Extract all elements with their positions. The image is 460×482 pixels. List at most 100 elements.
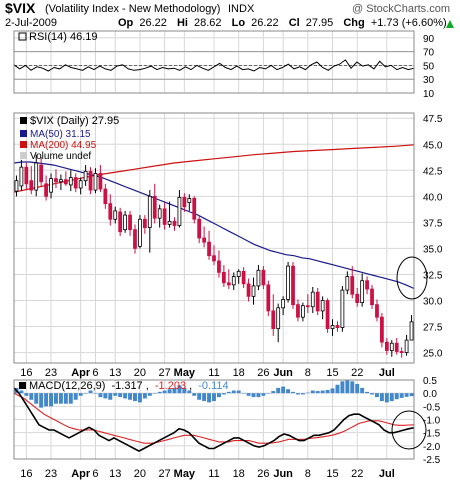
macd-histogram-bar xyxy=(58,393,63,404)
macd-histogram-bar xyxy=(44,393,49,407)
macd-histogram-bar xyxy=(384,393,389,403)
macd-histogram-bar xyxy=(24,393,29,396)
high-value: 28.62 xyxy=(194,17,222,29)
price-y-tick-label: 27.5 xyxy=(423,323,443,334)
rsi-y-tick-label: 30 xyxy=(423,75,435,86)
macd-histogram-bar xyxy=(374,393,379,398)
macd-histogram-bar xyxy=(54,393,58,404)
candle-body xyxy=(360,280,365,303)
low-label: Lo xyxy=(232,17,246,29)
candle-body xyxy=(207,241,211,257)
candle-body xyxy=(375,304,379,318)
price-y-tick-label: 25.0 xyxy=(423,349,443,360)
macd-histogram-bar xyxy=(39,393,44,408)
macd-histogram-bar xyxy=(360,387,365,394)
x-axis-middle-tick-label: 11 xyxy=(208,367,219,379)
macd-histogram-bar xyxy=(128,393,133,400)
macd-histogram-bar xyxy=(103,393,108,399)
macd-histogram-bar xyxy=(315,391,320,394)
macd-legend-value: -1.317 xyxy=(111,380,142,392)
macd-histogram-bar xyxy=(162,390,167,394)
x-axis-middle-tick-label: Jun xyxy=(273,367,293,379)
candle-body xyxy=(231,276,236,286)
x-axis-middle-tick-label: 18 xyxy=(233,367,245,379)
open-value: 26.22 xyxy=(139,17,167,29)
macd-histogram-bar xyxy=(256,393,261,398)
macd-histogram-bar xyxy=(147,393,152,396)
macd-histogram-bar xyxy=(216,393,221,398)
x-axis-middle-tick-label: 8 xyxy=(305,367,311,379)
candle-body xyxy=(335,325,340,328)
macd-legend-swatch xyxy=(19,382,26,389)
candle-body xyxy=(152,195,157,219)
candle-body xyxy=(291,265,295,306)
price-frame xyxy=(13,112,415,364)
candle-body xyxy=(78,180,83,189)
candle-body xyxy=(246,283,251,297)
macd-frame xyxy=(13,379,415,460)
candle-body xyxy=(138,218,142,247)
candle-body xyxy=(281,299,286,309)
macd-histogram-bar xyxy=(365,391,370,394)
macd-legend-comma2: , xyxy=(189,380,192,392)
watermark: @ StockCharts.com xyxy=(352,3,450,15)
candle-body xyxy=(98,173,103,190)
candle-body xyxy=(365,280,369,290)
price-legend-text: $VIX (Daily) 27.95 xyxy=(30,115,119,127)
macd-histogram-bar xyxy=(98,393,103,398)
candle-body xyxy=(296,304,300,318)
price-y-tick-label: 35.0 xyxy=(423,244,443,255)
macd-histogram-bar xyxy=(187,390,192,394)
x-axis-bottom-tick-label: 16 xyxy=(20,468,32,480)
ma50-legend-swatch xyxy=(20,130,27,137)
candle-body xyxy=(355,293,360,303)
x-axis-bottom-tick-label: 26 xyxy=(257,468,269,480)
macd-legend-comma1: , xyxy=(146,380,149,392)
x-axis-middle-tick-label: 16 xyxy=(20,367,32,379)
price-y-tick-label: 45.0 xyxy=(423,140,443,151)
candle-body xyxy=(182,196,187,208)
candle-body xyxy=(394,342,399,352)
macd-histogram-bar xyxy=(409,393,414,397)
candle-body xyxy=(63,179,68,185)
macd-histogram-bar xyxy=(113,393,118,396)
rsi-legend-swatch xyxy=(18,32,27,41)
x-axis-middle: 16 23 Apr 6 13 20 27 May 11 18 26 Jun 8 15 22 Jul xyxy=(20,367,395,379)
candle-body xyxy=(301,305,305,318)
macd-histogram-bar xyxy=(157,391,162,394)
candle-body xyxy=(276,307,281,330)
candle-body xyxy=(226,282,231,286)
candle-body xyxy=(266,284,271,312)
macd-histogram-bar xyxy=(300,393,305,395)
rsi-legend-text: RSI(14) 46.19 xyxy=(29,31,97,43)
x-axis-middle-tick-label: 23 xyxy=(45,367,57,379)
macd-histogram-bar xyxy=(202,393,207,402)
macd-histogram-bar xyxy=(133,393,137,402)
candle-body xyxy=(123,214,127,231)
macd-y-tick-label: -0.5 xyxy=(423,402,441,413)
macd-histogram-bar xyxy=(276,387,281,394)
price-legend-swatch xyxy=(20,117,27,124)
macd-histogram-bar xyxy=(192,393,197,396)
macd-histogram-bar xyxy=(152,393,157,394)
macd-histogram-bar xyxy=(78,393,83,396)
candle-body xyxy=(19,166,24,187)
candle-body xyxy=(192,198,197,220)
low-value: 26.22 xyxy=(251,17,279,29)
macd-histogram-bar xyxy=(295,393,300,395)
macd-y-tick-label: -2.0 xyxy=(423,442,441,453)
candle-body xyxy=(320,300,325,312)
x-axis-middle-tick-label: 20 xyxy=(134,367,146,379)
macd-histogram-bar xyxy=(370,393,374,395)
candle-body xyxy=(399,351,404,353)
candle-body xyxy=(73,177,78,189)
candle-body xyxy=(345,276,350,291)
macd-histogram-bar xyxy=(226,391,231,394)
candle-body xyxy=(113,210,118,220)
x-axis-middle-tick-label: Jul xyxy=(379,367,395,379)
macd-histogram-bar xyxy=(266,393,271,394)
candle-body xyxy=(39,164,44,183)
macd-histogram-bar xyxy=(355,383,360,394)
macd-histogram-bar xyxy=(310,390,315,394)
